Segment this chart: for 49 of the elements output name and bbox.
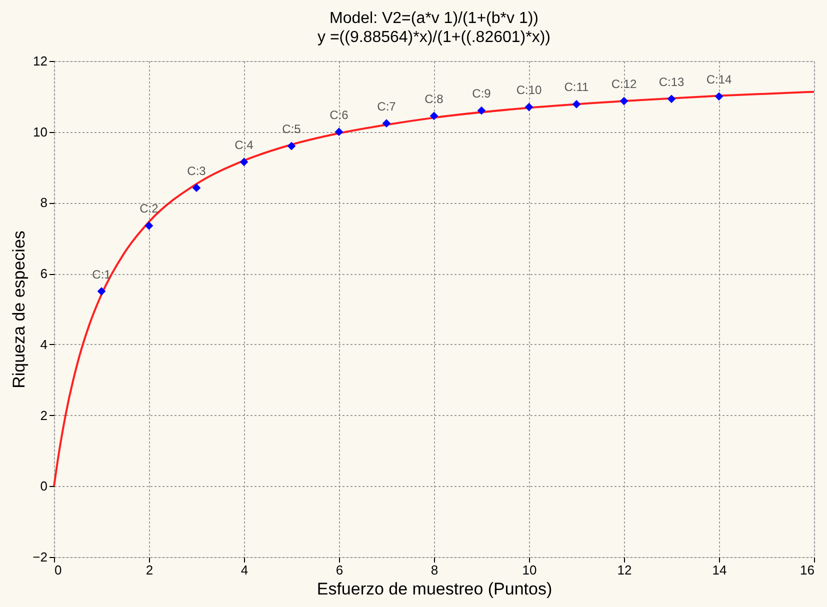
point bbox=[572, 100, 581, 108]
annotation: C:11 bbox=[564, 80, 590, 94]
annotation: C:3 bbox=[187, 164, 206, 178]
annotation: C:4 bbox=[234, 138, 254, 152]
y-tick-label: 10 bbox=[33, 124, 48, 140]
chart-title: Model: V2=(a*v 1)/(1+(b*v 1)) bbox=[330, 10, 538, 27]
annotation: C:2 bbox=[140, 202, 159, 216]
y-tick-label: 8 bbox=[40, 195, 48, 210]
x-tick-label: 6 bbox=[336, 562, 344, 578]
x-tick-label: 0 bbox=[54, 562, 62, 578]
y-tick-label: 0 bbox=[40, 478, 48, 494]
x-tick-label: 14 bbox=[712, 562, 727, 578]
point bbox=[667, 94, 676, 104]
chart-subtitle: y =((9.88564)*x)/(1+((.82601)*x)) bbox=[318, 29, 550, 46]
point bbox=[524, 102, 534, 112]
y-tick-label: −2 bbox=[32, 550, 48, 564]
x-tick-label: 10 bbox=[522, 562, 537, 578]
point bbox=[334, 128, 344, 136]
x-axis-title: Esfuerzo de muestreo (Puntos) bbox=[316, 580, 552, 598]
point bbox=[240, 158, 248, 166]
x-tick-label: 12 bbox=[617, 562, 632, 578]
x-tick-label: 4 bbox=[240, 562, 248, 578]
y-tick-label: 12 bbox=[33, 54, 48, 68]
point bbox=[382, 119, 391, 128]
annotation: C:5 bbox=[282, 122, 302, 136]
y-axis-title: Riqueza de especies bbox=[10, 230, 29, 388]
y-tick-label: 6 bbox=[40, 266, 48, 282]
point bbox=[477, 106, 486, 115]
annotation: C:7 bbox=[377, 99, 396, 114]
point bbox=[287, 142, 296, 150]
point bbox=[192, 184, 201, 192]
annotation: C:8 bbox=[424, 92, 444, 106]
annotation: C:12 bbox=[611, 77, 637, 92]
annotation: C:6 bbox=[330, 108, 349, 122]
annotation: C:9 bbox=[472, 86, 492, 101]
point bbox=[144, 222, 154, 230]
point bbox=[620, 96, 628, 106]
x-tick-label: 2 bbox=[146, 562, 154, 578]
annotation: C:10 bbox=[516, 83, 542, 98]
annotation: C:14 bbox=[706, 72, 732, 86]
y-tick-label: 4 bbox=[40, 336, 48, 352]
point bbox=[97, 287, 106, 296]
y-tick-label: 2 bbox=[40, 408, 48, 423]
annotation: C:13 bbox=[658, 74, 684, 89]
point bbox=[714, 92, 724, 101]
annotation: C:1 bbox=[92, 267, 112, 282]
x-tick-label: 8 bbox=[430, 562, 438, 578]
x-tick-label: 16 bbox=[800, 562, 814, 578]
point bbox=[430, 112, 438, 120]
